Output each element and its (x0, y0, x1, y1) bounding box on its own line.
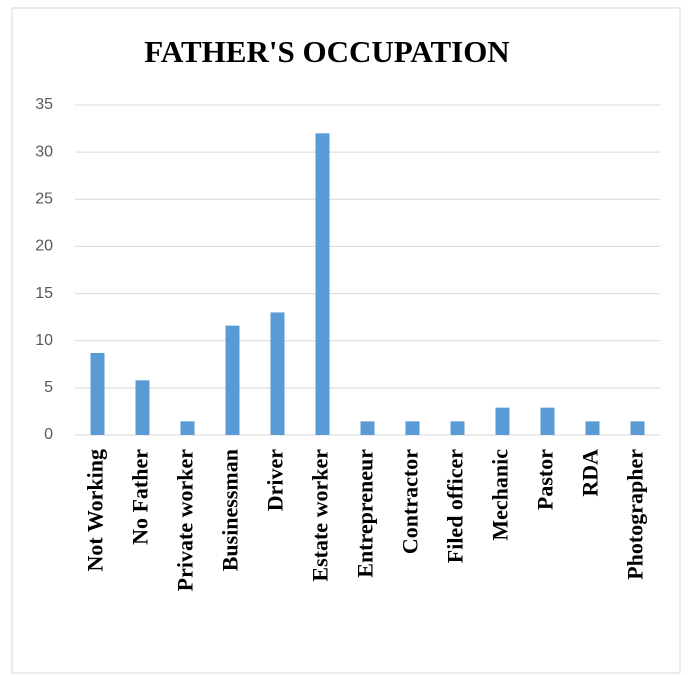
y-tick-label: 0 (44, 426, 53, 443)
bar (270, 312, 285, 435)
x-tick-label: No Father (128, 449, 153, 545)
x-tick-label: Photographer (623, 449, 648, 580)
y-tick-label: 25 (35, 191, 53, 208)
bar (135, 380, 150, 435)
y-tick-label: 15 (35, 285, 53, 302)
y-tick-label: 35 (35, 96, 53, 113)
y-tick-label: 5 (44, 379, 53, 396)
x-tick-label: Not Working (83, 449, 108, 571)
y-tick-label: 30 (35, 143, 53, 160)
bar (225, 325, 240, 435)
bar (360, 421, 375, 435)
bar (495, 407, 510, 435)
x-tick-label: Estate worker (308, 449, 333, 582)
bar (180, 421, 195, 435)
x-tick-label: RDA (578, 449, 603, 497)
x-tick-label: Filed officer (443, 449, 468, 563)
bar (90, 352, 105, 435)
x-tick-label: Pastor (533, 449, 558, 510)
x-tick-label: Businessman (218, 449, 243, 571)
bar (450, 421, 465, 435)
bar (630, 421, 645, 435)
x-tick-label: Mechanic (488, 449, 513, 541)
y-tick-label: 10 (35, 332, 53, 349)
bar (540, 407, 555, 435)
bar (585, 421, 600, 435)
x-tick-label: Entrepreneur (353, 449, 378, 578)
y-tick-label: 20 (35, 238, 53, 255)
x-tick-label: Driver (263, 449, 288, 512)
x-tick-label: Contractor (398, 449, 423, 554)
bar (405, 421, 420, 435)
chart-title: FATHER'S OCCUPATION (144, 34, 509, 69)
bar (315, 133, 330, 436)
x-tick-label: Private worker (173, 449, 198, 592)
